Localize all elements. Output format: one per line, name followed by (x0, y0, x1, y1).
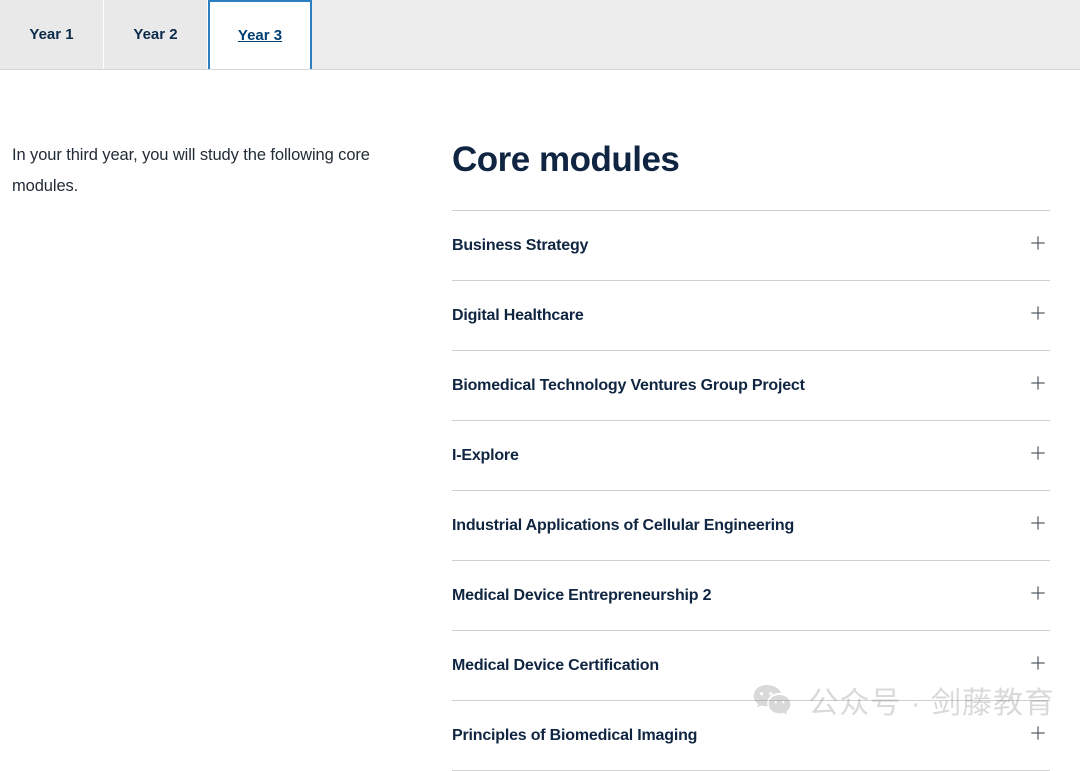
module-label: Medical Device Entrepreneurship 2 (452, 587, 711, 605)
expand-icon (1028, 443, 1048, 468)
module-label: I-Explore (452, 447, 519, 465)
expand-icon (1028, 653, 1048, 678)
module-item[interactable]: Digital Healthcare (452, 281, 1050, 351)
expand-icon (1028, 373, 1048, 398)
tab-label: Year 2 (133, 26, 177, 43)
content-area: In your third year, you will study the f… (0, 70, 1080, 771)
module-label: Industrial Applications of Cellular Engi… (452, 517, 794, 535)
tab-year-2[interactable]: Year 2 (104, 0, 208, 69)
expand-icon (1028, 303, 1048, 328)
module-item[interactable]: Medical Device Entrepreneurship 2 (452, 561, 1050, 631)
module-item[interactable]: Principles of Biomedical Imaging (452, 701, 1050, 771)
module-item[interactable]: Biomedical Technology Ventures Group Pro… (452, 351, 1050, 421)
modules-column: Core modules Business Strategy Digital He… (452, 140, 1068, 771)
module-label: Principles of Biomedical Imaging (452, 727, 697, 745)
section-title: Core modules (452, 140, 1050, 180)
module-item[interactable]: Medical Device Certification (452, 631, 1050, 701)
module-item[interactable]: I-Explore (452, 421, 1050, 491)
tab-year-1[interactable]: Year 1 (0, 0, 104, 69)
tab-year-3[interactable]: Year 3 (208, 0, 312, 69)
module-item[interactable]: Business Strategy (452, 211, 1050, 281)
module-label: Biomedical Technology Ventures Group Pro… (452, 377, 805, 395)
expand-icon (1028, 583, 1048, 608)
expand-icon (1028, 513, 1048, 538)
module-label: Business Strategy (452, 237, 588, 255)
expand-icon (1028, 233, 1048, 258)
year-tabs: Year 1 Year 2 Year 3 (0, 0, 1080, 70)
module-item[interactable]: Industrial Applications of Cellular Engi… (452, 491, 1050, 561)
module-list: Business Strategy Digital Healthcare Biome… (452, 210, 1050, 771)
module-label: Digital Healthcare (452, 307, 584, 325)
expand-icon (1028, 723, 1048, 748)
tab-label: Year 3 (238, 27, 282, 44)
intro-column: In your third year, you will study the f… (12, 140, 392, 771)
module-label: Medical Device Certification (452, 657, 659, 675)
tab-label: Year 1 (29, 26, 73, 43)
intro-text: In your third year, you will study the f… (12, 140, 392, 201)
